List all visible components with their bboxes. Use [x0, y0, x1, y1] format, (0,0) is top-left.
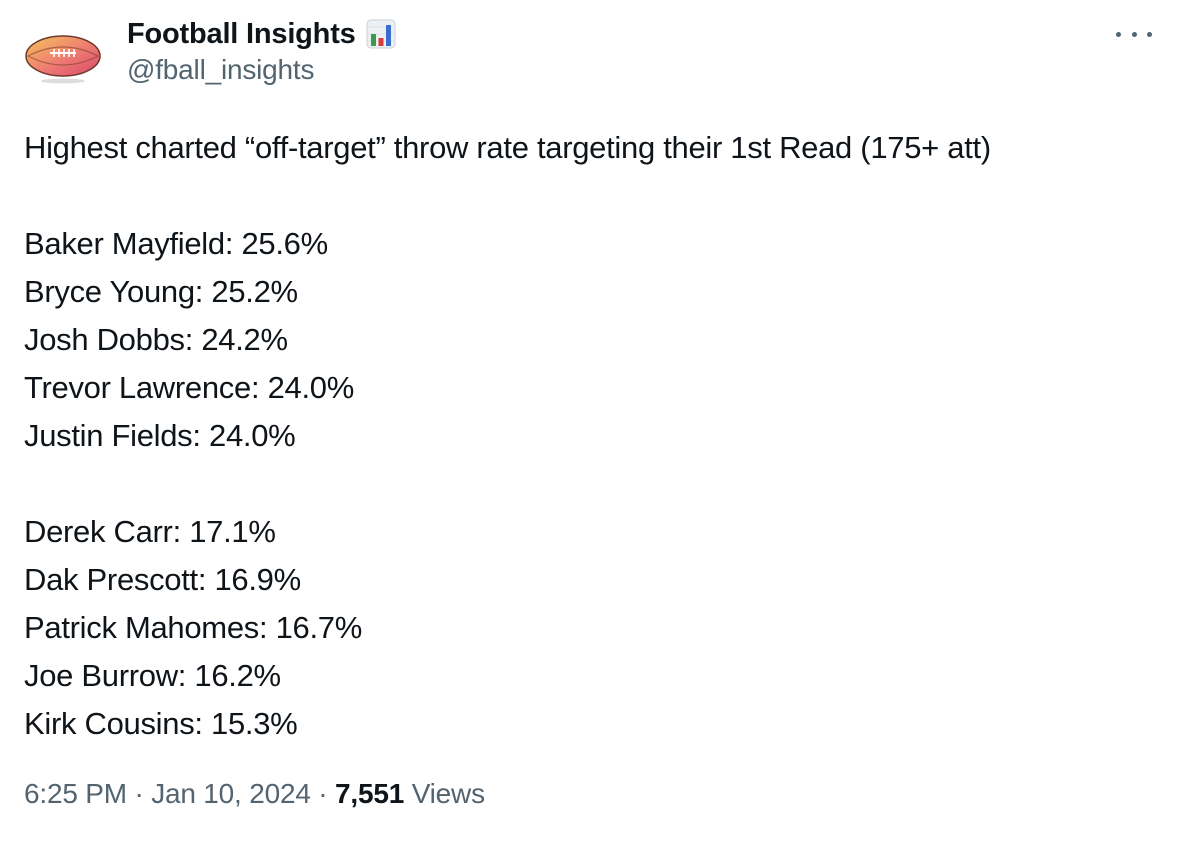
meta-separator: · [126, 778, 152, 809]
display-name-row: Football Insights [127, 16, 396, 52]
list-item: Baker Mayfield: 25.6% [24, 226, 328, 261]
list-item: Derek Carr: 17.1% [24, 514, 276, 549]
more-horizontal-icon [1116, 31, 1121, 37]
more-horizontal-icon [1131, 31, 1137, 37]
tweet-date[interactable]: Jan 10, 2024 [151, 778, 311, 809]
list-item: Justin Fields: 24.0% [24, 418, 296, 453]
views-label: Views [411, 778, 485, 809]
tweet-text: Highest charted “off-target” throw rate … [24, 124, 991, 748]
football-logo-icon [25, 35, 101, 84]
avatar[interactable] [22, 28, 104, 88]
tweet-meta: 6:25 PM · Jan 10, 2024 · 7,551 Views [24, 778, 485, 810]
tweet-heading: Highest charted “off-target” throw rate … [24, 130, 991, 165]
list-item: Josh Dobbs: 24.2% [24, 322, 288, 357]
list-item: Trevor Lawrence: 24.0% [24, 370, 354, 405]
meta-separator: · [310, 778, 336, 809]
blank-line [24, 460, 991, 508]
tweet-time[interactable]: 6:25 PM [24, 778, 127, 809]
list-item: Dak Prescott: 16.9% [24, 562, 301, 597]
display-name[interactable]: Football Insights [127, 17, 356, 50]
list-item: Joe Burrow: 16.2% [24, 658, 281, 693]
more-horizontal-icon [1147, 31, 1152, 37]
blank-line [24, 172, 991, 220]
list-item: Kirk Cousins: 15.3% [24, 706, 298, 741]
views-count: 7,551 [335, 778, 405, 809]
author-info: Football Insights @fball_insights [127, 16, 396, 86]
bar-chart-emoji-icon [366, 19, 396, 49]
more-options-button[interactable] [1116, 22, 1152, 46]
list-item: Patrick Mahomes: 16.7% [24, 610, 362, 645]
list-item: Bryce Young: 25.2% [24, 274, 298, 309]
handle[interactable]: @fball_insights [127, 54, 315, 85]
